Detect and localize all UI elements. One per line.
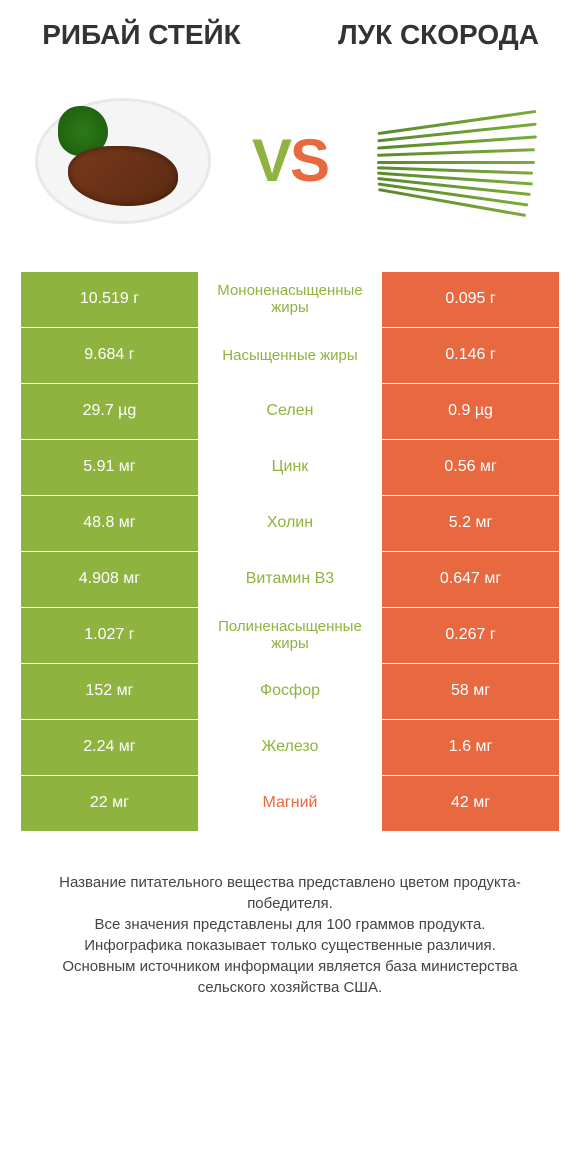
comparison-table: 10.519 гМононенасыщенные жиры0.095 г9.68… [20, 271, 560, 832]
left-value: 48.8 мг [21, 495, 199, 551]
right-value: 0.56 мг [382, 439, 560, 495]
vs-label: VS [252, 126, 328, 195]
table-row: 29.7 µgСелен0.9 µg [21, 383, 560, 439]
chives-icon [377, 111, 537, 211]
images-row: VS [20, 81, 560, 241]
left-value: 1.027 г [21, 607, 199, 663]
right-food-image [355, 91, 560, 231]
table-row: 48.8 мгХолин5.2 мг [21, 495, 560, 551]
nutrient-label: Селен [198, 383, 381, 439]
right-value: 0.146 г [382, 327, 560, 383]
left-value: 9.684 г [21, 327, 199, 383]
nutrient-label: Железо [198, 719, 381, 775]
right-title: ЛУК СКОРОДА [317, 20, 560, 51]
nutrient-label: Холин [198, 495, 381, 551]
left-food-image [20, 91, 225, 231]
table-row: 9.684 гНасыщенные жиры0.146 г [21, 327, 560, 383]
left-value: 5.91 мг [21, 439, 199, 495]
right-value: 1.6 мг [382, 719, 560, 775]
right-value: 0.647 мг [382, 551, 560, 607]
footer-line: Инфографика показывает только существенн… [30, 935, 550, 956]
table-row: 152 мгФосфор58 мг [21, 663, 560, 719]
plate-icon [35, 98, 211, 224]
left-value: 22 мг [21, 775, 199, 831]
left-value: 2.24 мг [21, 719, 199, 775]
right-value: 0.095 г [382, 271, 560, 327]
vs-v: V [252, 127, 290, 194]
table-row: 22 мгМагний42 мг [21, 775, 560, 831]
table-row: 5.91 мгЦинк0.56 мг [21, 439, 560, 495]
nutrient-label: Мононенасыщенные жиры [198, 271, 381, 327]
left-value: 29.7 µg [21, 383, 199, 439]
left-value: 10.519 г [21, 271, 199, 327]
table-row: 4.908 мгВитамин B30.647 мг [21, 551, 560, 607]
left-title: РИБАЙ СТЕЙК [20, 20, 263, 51]
table-row: 1.027 гПолиненасыщенные жиры0.267 г [21, 607, 560, 663]
vs-s: S [290, 127, 328, 194]
right-value: 42 мг [382, 775, 560, 831]
table-row: 2.24 мгЖелезо1.6 мг [21, 719, 560, 775]
right-value: 0.267 г [382, 607, 560, 663]
left-value: 152 мг [21, 663, 199, 719]
footer-line: Все значения представлены для 100 граммо… [30, 914, 550, 935]
footer-notes: Название питательного вещества представл… [20, 872, 560, 998]
infographic-container: РИБАЙ СТЕЙК ЛУК СКОРОДА VS 10.519 гМонон… [0, 0, 580, 1028]
footer-line: Основным источником информации является … [30, 956, 550, 998]
chive-stem [377, 148, 535, 157]
nutrient-label: Насыщенные жиры [198, 327, 381, 383]
nutrient-label: Магний [198, 775, 381, 831]
nutrient-label: Полиненасыщенные жиры [198, 607, 381, 663]
nutrient-label: Фосфор [198, 663, 381, 719]
right-value: 0.9 µg [382, 383, 560, 439]
titles-row: РИБАЙ СТЕЙК ЛУК СКОРОДА [20, 20, 560, 51]
nutrient-label: Цинк [198, 439, 381, 495]
left-value: 4.908 мг [21, 551, 199, 607]
footer-line: Название питательного вещества представл… [30, 872, 550, 914]
table-row: 10.519 гМононенасыщенные жиры0.095 г [21, 271, 560, 327]
steak-icon [68, 146, 178, 206]
right-value: 5.2 мг [382, 495, 560, 551]
right-value: 58 мг [382, 663, 560, 719]
chive-stem [377, 161, 535, 164]
nutrient-label: Витамин B3 [198, 551, 381, 607]
